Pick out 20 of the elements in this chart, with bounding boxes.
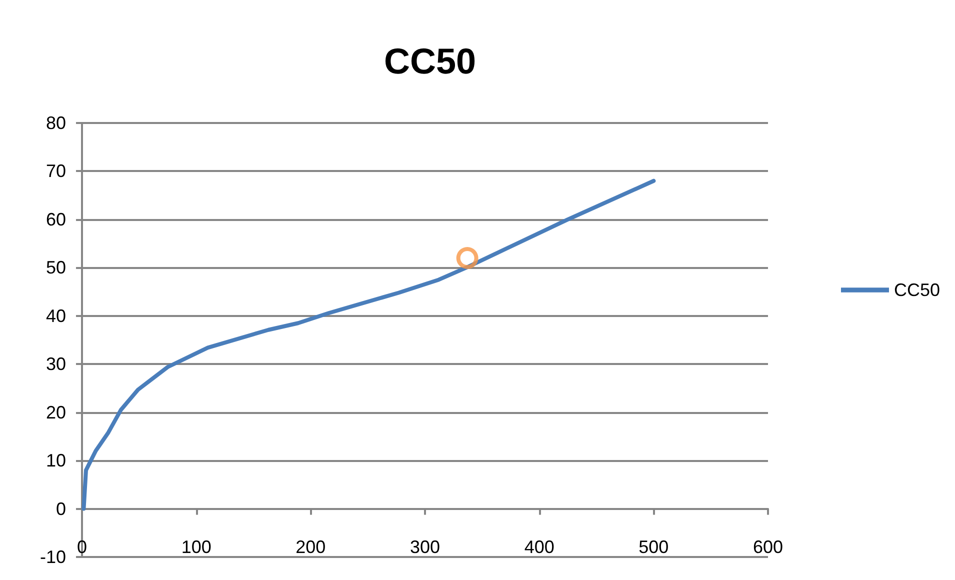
y-tick-label: -10: [40, 547, 66, 567]
x-tick-label: 400: [524, 537, 554, 557]
y-tick-label: 20: [46, 402, 66, 422]
x-tick-label: 0: [76, 537, 88, 557]
y-tick-label: 0: [56, 498, 66, 519]
y-tick-label: 50: [46, 258, 66, 278]
legend-label: CC50: [894, 280, 940, 300]
x-tick-label: 200: [296, 537, 326, 557]
x-tick-label: 500: [638, 537, 669, 557]
y-tick-label: 60: [46, 209, 66, 230]
x-tick-label: 300: [410, 537, 440, 557]
y-tick-label: 40: [46, 306, 66, 326]
y-tick-label: 30: [46, 354, 66, 374]
x-tick-label: 600: [752, 537, 784, 557]
y-tick-label: 70: [46, 161, 66, 182]
chart-title: CC50: [384, 40, 476, 82]
line-series: [82, 178, 656, 511]
x-tick-label: 100: [181, 537, 212, 557]
y-tick-label: 10: [46, 450, 66, 471]
y-tick-label: 80: [46, 113, 66, 133]
